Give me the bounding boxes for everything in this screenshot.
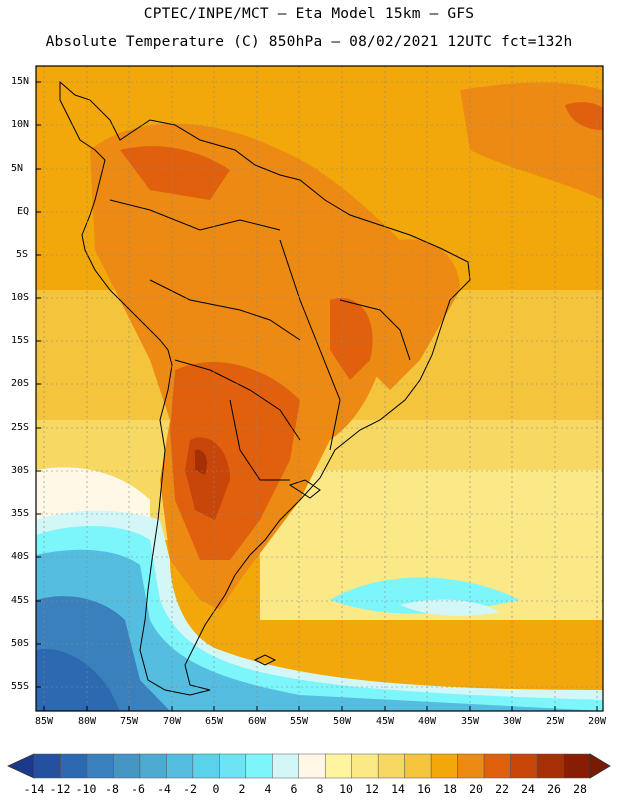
lat-label: 30S (11, 465, 30, 476)
colorbar-level-label: 22 (495, 782, 509, 796)
colorbar-cell (245, 753, 273, 779)
colorbar-level-label: -10 (75, 782, 97, 796)
colorbar-over-arrow (589, 753, 611, 779)
colorbar-under-arrow (7, 753, 35, 779)
colorbar-level-label: 4 (264, 782, 272, 796)
colorbar-cell (298, 753, 326, 779)
colorbar-level-label: 0 (212, 782, 220, 796)
colorbar-level-label: 24 (521, 782, 535, 796)
colorbar-cell (563, 753, 591, 779)
colorbar-cell (536, 753, 564, 779)
colorbar-cell (86, 753, 114, 779)
colorbar-cell (483, 753, 511, 779)
colorbar-cell (457, 753, 485, 779)
colorbar-cell (192, 753, 220, 779)
lon-label: 30W (502, 716, 522, 727)
colorbar-level-label: 10 (339, 782, 353, 796)
colorbar-level-label: 14 (391, 782, 405, 796)
colorbar-level-label: -8 (105, 782, 119, 796)
lat-label: 15N (11, 76, 30, 87)
title-variable: Absolute Temperature (C) 850hPa – 08/02/… (45, 34, 573, 50)
colorbar-cell (166, 753, 194, 779)
colorbar-level-label: 20 (469, 782, 483, 796)
colorbar-level-label: 28 (573, 782, 587, 796)
colorbar-level-label: 8 (316, 782, 324, 796)
colorbar-level-label: -14 (23, 782, 45, 796)
temperature-field (36, 66, 603, 711)
colorbar-cell (510, 753, 538, 779)
lon-label: 55W (289, 716, 309, 727)
lat-label: 35S (11, 508, 30, 519)
lon-label: 70W (162, 716, 182, 727)
map-frame (35, 65, 604, 712)
colorbar-cell (404, 753, 432, 779)
colorbar-cell (33, 753, 61, 779)
lon-label: 45W (375, 716, 395, 727)
colorbar-level-label: 12 (365, 782, 379, 796)
colorbar-level-label: -2 (183, 782, 197, 796)
lon-label: 60W (247, 716, 267, 727)
lat-label: 5N (11, 163, 24, 174)
colorbar-cell (272, 753, 300, 779)
lon-label: 50W (332, 716, 352, 727)
colorbar-level-label: -6 (131, 782, 145, 796)
lon-label: 80W (77, 716, 97, 727)
colorbar-level-label: 18 (443, 782, 457, 796)
title-model: CPTEC/INPE/MCT – Eta Model 15km – GFS (143, 6, 475, 22)
lat-label: 10S (11, 292, 30, 303)
lon-label: 25W (545, 716, 565, 727)
colorbar-level-label: 2 (238, 782, 246, 796)
lon-label: 65W (204, 716, 224, 727)
colorbar-cell (60, 753, 88, 779)
colorbar-cell (377, 753, 405, 779)
lon-label: 35W (460, 716, 480, 727)
lat-label: 50S (11, 638, 30, 649)
lat-label: 5S (16, 249, 29, 260)
lat-label: 55S (11, 681, 30, 692)
axis-ticks (36, 81, 598, 711)
lon-label: 40W (417, 716, 437, 727)
lat-label: 15S (11, 335, 30, 346)
colorbar (7, 753, 611, 779)
lon-label: 20W (587, 716, 607, 727)
colorbar-cell (351, 753, 379, 779)
colorbar-cell (430, 753, 458, 779)
lon-label: 75W (119, 716, 139, 727)
lat-label: EQ (17, 206, 30, 217)
lat-label: 20S (11, 378, 30, 389)
colorbar-level-label: -12 (49, 782, 71, 796)
lon-label: 85W (34, 716, 54, 727)
lat-label: 45S (11, 595, 30, 606)
continent-outline (59, 80, 471, 696)
lat-label: 25S (11, 422, 30, 433)
colorbar-level-label: 6 (290, 782, 298, 796)
colorbar-level-label: -4 (157, 782, 171, 796)
colorbar-cell (139, 753, 167, 779)
colorbar-cell (219, 753, 247, 779)
colorbar-level-label: 26 (547, 782, 561, 796)
lat-label: 40S (11, 551, 30, 562)
lat-label: 10N (11, 119, 30, 130)
colorbar-level-label: 16 (417, 782, 431, 796)
colorbar-cell (324, 753, 352, 779)
colorbar-cell (113, 753, 141, 779)
